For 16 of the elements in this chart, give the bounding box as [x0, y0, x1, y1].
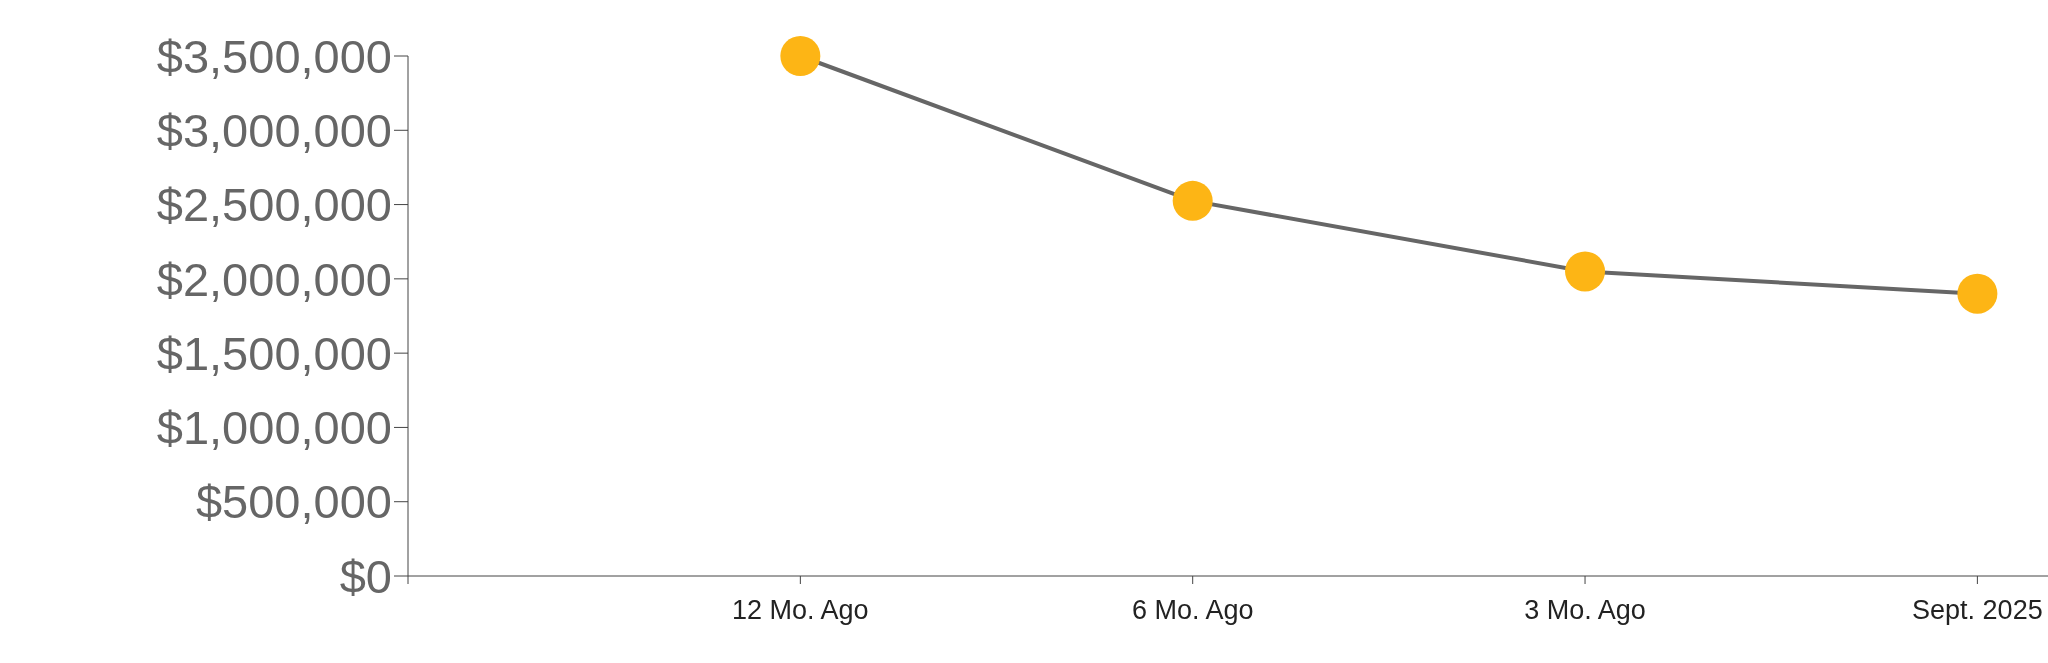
x-tick-label: Sept. 2025 — [1912, 595, 2043, 626]
y-tick-label: $2,000,000 — [156, 252, 392, 306]
y-tick-label: $1,000,000 — [156, 401, 392, 455]
y-tick-label: $2,500,000 — [156, 178, 392, 232]
x-tick-label: 6 Mo. Ago — [1131, 595, 1254, 626]
point — [780, 36, 821, 76]
x-tick-label: 3 Mo. Ago — [1524, 595, 1646, 626]
point — [1565, 251, 1606, 292]
x-tick-label: 12 Mo. Ago — [732, 595, 869, 626]
y-tick-label: $3,000,000 — [156, 103, 392, 157]
y-tick-label: $0 — [339, 549, 392, 603]
y-tick-label: $3,500,000 — [156, 29, 392, 83]
y-tick-label: $1,500,000 — [156, 326, 392, 380]
y-tick-label: $500,000 — [195, 475, 392, 529]
point — [1172, 180, 1213, 221]
point — [1957, 273, 1998, 314]
